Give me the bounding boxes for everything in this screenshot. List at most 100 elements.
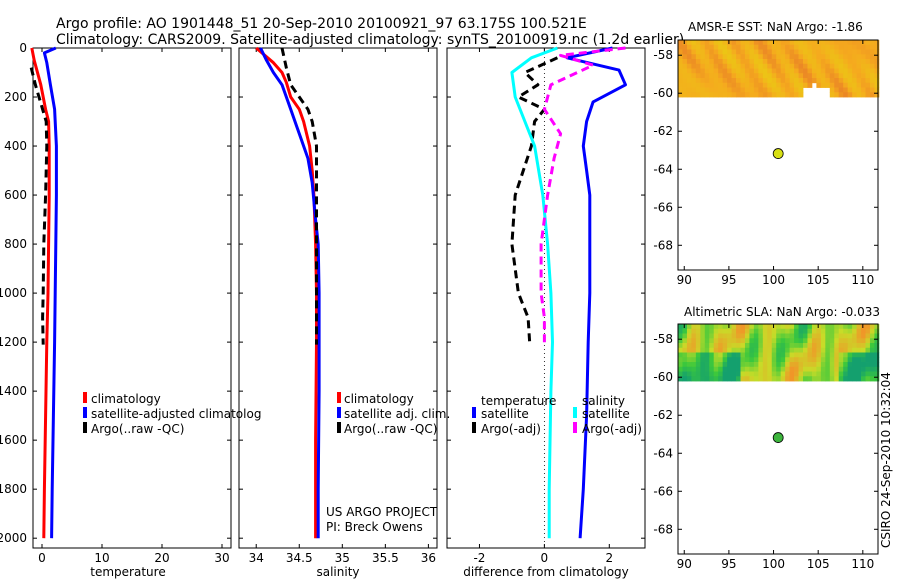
heatmap-cell (776, 366, 782, 372)
heatmap-cell (767, 68, 773, 74)
y-tick-label: 2000 (0, 531, 27, 545)
salinity-series (255, 46, 321, 539)
heatmap-cell (785, 376, 790, 382)
heatmap-cell (700, 44, 706, 50)
heatmap-cell (798, 87, 804, 93)
heatmap-cell (785, 324, 790, 330)
heatmap-cell (798, 328, 804, 334)
heatmap-cell (825, 357, 831, 363)
legend-label-temp-argo: Argo(-adj) (481, 422, 541, 436)
heatmap-cell (789, 82, 795, 88)
heatmap-cell (861, 87, 866, 93)
heatmap-cell (780, 366, 786, 372)
x-tick-label: 95 (721, 273, 736, 287)
heatmap-cell (820, 54, 826, 60)
heatmap-cell (820, 82, 826, 88)
heatmap-cell (678, 87, 683, 93)
heatmap-cell (803, 371, 808, 377)
heatmap-cell (847, 347, 853, 353)
heatmap-cell (811, 376, 817, 382)
heatmap-cell (700, 40, 706, 46)
heatmap-cell (771, 63, 777, 69)
heatmap-cell (825, 44, 831, 50)
heatmap-cell (852, 362, 857, 368)
heatmap-cell (834, 92, 840, 98)
heatmap-cell (695, 357, 701, 363)
heatmap-cell (865, 324, 871, 330)
heatmap-cell (794, 343, 799, 349)
heatmap-cell (695, 40, 701, 46)
heatmap-cell (834, 371, 840, 377)
heatmap-cell (874, 366, 880, 372)
heatmap-cell (807, 366, 813, 372)
heatmap-cell (682, 44, 688, 50)
x-tick-label: 105 (807, 557, 830, 571)
heatmap-cell (758, 87, 764, 93)
heatmap-cell (780, 44, 786, 50)
heatmap-cell (700, 82, 706, 88)
heatmap-cell (736, 338, 741, 344)
heatmap-cell (820, 49, 826, 55)
heatmap-cell (758, 44, 764, 50)
heatmap-cell (811, 366, 817, 372)
heatmap-cell (740, 59, 746, 65)
heatmap-cell (713, 343, 719, 349)
heatmap-cell (834, 352, 840, 358)
heatmap-cell (874, 324, 880, 330)
y-tick-label: -68 (653, 522, 673, 536)
heatmap-cell (771, 333, 777, 339)
heatmap-cell (736, 59, 741, 65)
heatmap-cell (695, 371, 701, 377)
heatmap-cell (709, 357, 715, 363)
heatmap-cell (816, 371, 822, 377)
heatmap-cell (856, 63, 862, 69)
heatmap-cell (803, 82, 808, 88)
heatmap-cell (789, 40, 795, 46)
heatmap-cell (794, 78, 799, 84)
heatmap-cell (686, 78, 692, 84)
heatmap-cell (838, 352, 844, 358)
heatmap-cell (838, 347, 844, 353)
x-tick-label: 90 (677, 557, 692, 571)
heatmap-cell (869, 68, 875, 74)
x-tick-label: 90 (677, 273, 692, 287)
series-line-satellite (565, 46, 627, 539)
heatmap-cell (811, 49, 817, 55)
heatmap-cell (825, 371, 831, 377)
heatmap-cell (695, 366, 701, 372)
heatmap-cell (861, 371, 866, 377)
heatmap-cell (727, 82, 732, 88)
heatmap-cell (794, 347, 799, 353)
heatmap-cell (722, 87, 728, 93)
heatmap-cell (758, 333, 764, 339)
heatmap-cell (869, 338, 875, 344)
heatmap-cell (785, 371, 790, 377)
heatmap-cell (843, 366, 849, 372)
heatmap-cell (847, 49, 853, 55)
heatmap-cell (758, 328, 764, 334)
heatmap-cell (736, 371, 741, 377)
heatmap-cell (736, 63, 741, 69)
heatmap-cell (744, 366, 750, 372)
heatmap-cell (682, 362, 688, 368)
heatmap-cell (727, 371, 732, 377)
heatmap-cell (686, 59, 692, 65)
series-line-satellite-adjusted-climatology (42, 46, 58, 539)
x-tick-label: 36 (421, 551, 436, 565)
heatmap-cell (834, 343, 840, 349)
heatmap-cell (807, 63, 813, 69)
heatmap-cell (816, 376, 822, 382)
x-tick-label: 0 (38, 551, 46, 565)
heatmap-cell (731, 376, 737, 382)
heatmap-cell (785, 328, 790, 334)
heatmap-cell (744, 49, 750, 55)
heatmap-cell (713, 40, 719, 46)
heatmap-cell (834, 338, 840, 344)
heatmap-cell (749, 40, 755, 46)
heatmap-cell (727, 347, 732, 353)
heatmap-cell (744, 362, 750, 368)
heatmap-cell (718, 324, 724, 330)
heatmap-cell (753, 343, 759, 349)
heatmap-cell (847, 40, 853, 46)
heatmap-cell (749, 63, 755, 69)
